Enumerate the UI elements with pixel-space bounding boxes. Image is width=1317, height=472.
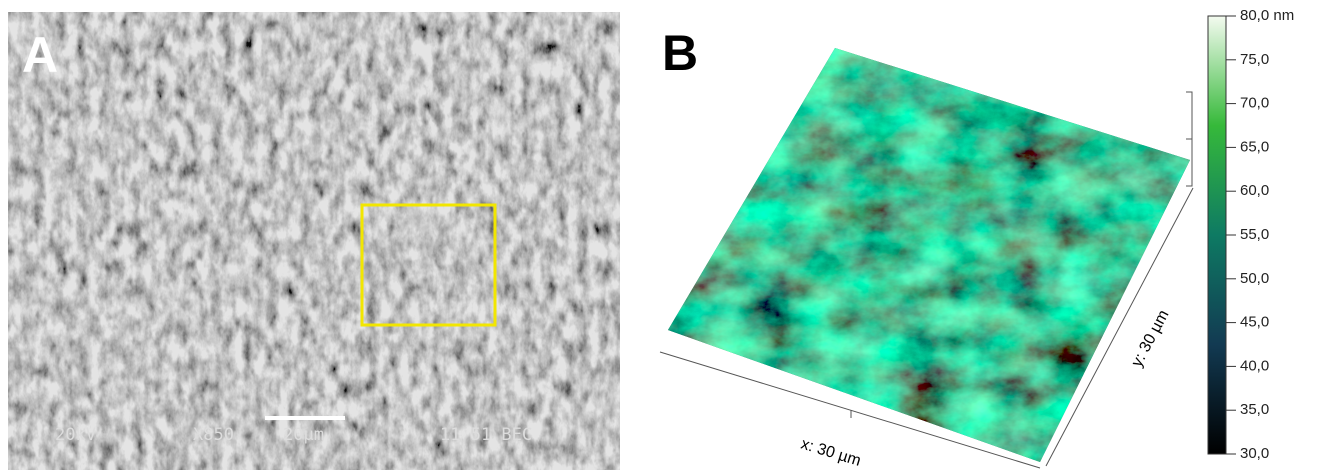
panel-label: A [22,27,58,83]
sem-code: 11 51 BEC [440,425,532,445]
sem-voltage: 20kV [55,425,96,445]
colorbar-tick-label: 80,0 nm [1240,7,1294,24]
afm-texture [660,40,1200,470]
colorbar-tick-label: 30,0 [1240,445,1269,462]
sem-scale: 20μm [283,425,324,445]
x-axis-label: x: 30 µm [799,436,863,470]
colorbar-tick-label: 45,0 [1240,314,1269,331]
colorbar-tick-label: 75,0 [1240,51,1269,68]
colorbar-tick-label: 60,0 [1240,182,1269,199]
colorbar-tick-label: 70,0 [1240,95,1269,112]
y-axis-label: y: 30 µm [1129,307,1173,369]
colorbar-tick-label: 55,0 [1240,226,1269,243]
sem-texture [8,12,620,470]
panel-label: B [662,25,698,81]
colorbar-tick-label: 50,0 [1240,270,1269,287]
panel-b: B x: 30 µm y: 30 µm [660,16,1226,470]
sem-magnification: X850 [193,425,234,445]
colorbar [1208,16,1226,454]
panel-a: A 20kV X850 20μm 11 51 BEC [8,12,620,470]
colorbar-tick-label: 65,0 [1240,138,1269,155]
colorbar-tick-label: 35,0 [1240,401,1269,418]
figure: A 20kV X850 20μm 11 51 BEC B x: 30 µm y:… [0,0,1317,472]
colorbar-tick-label: 40,0 [1240,357,1269,374]
